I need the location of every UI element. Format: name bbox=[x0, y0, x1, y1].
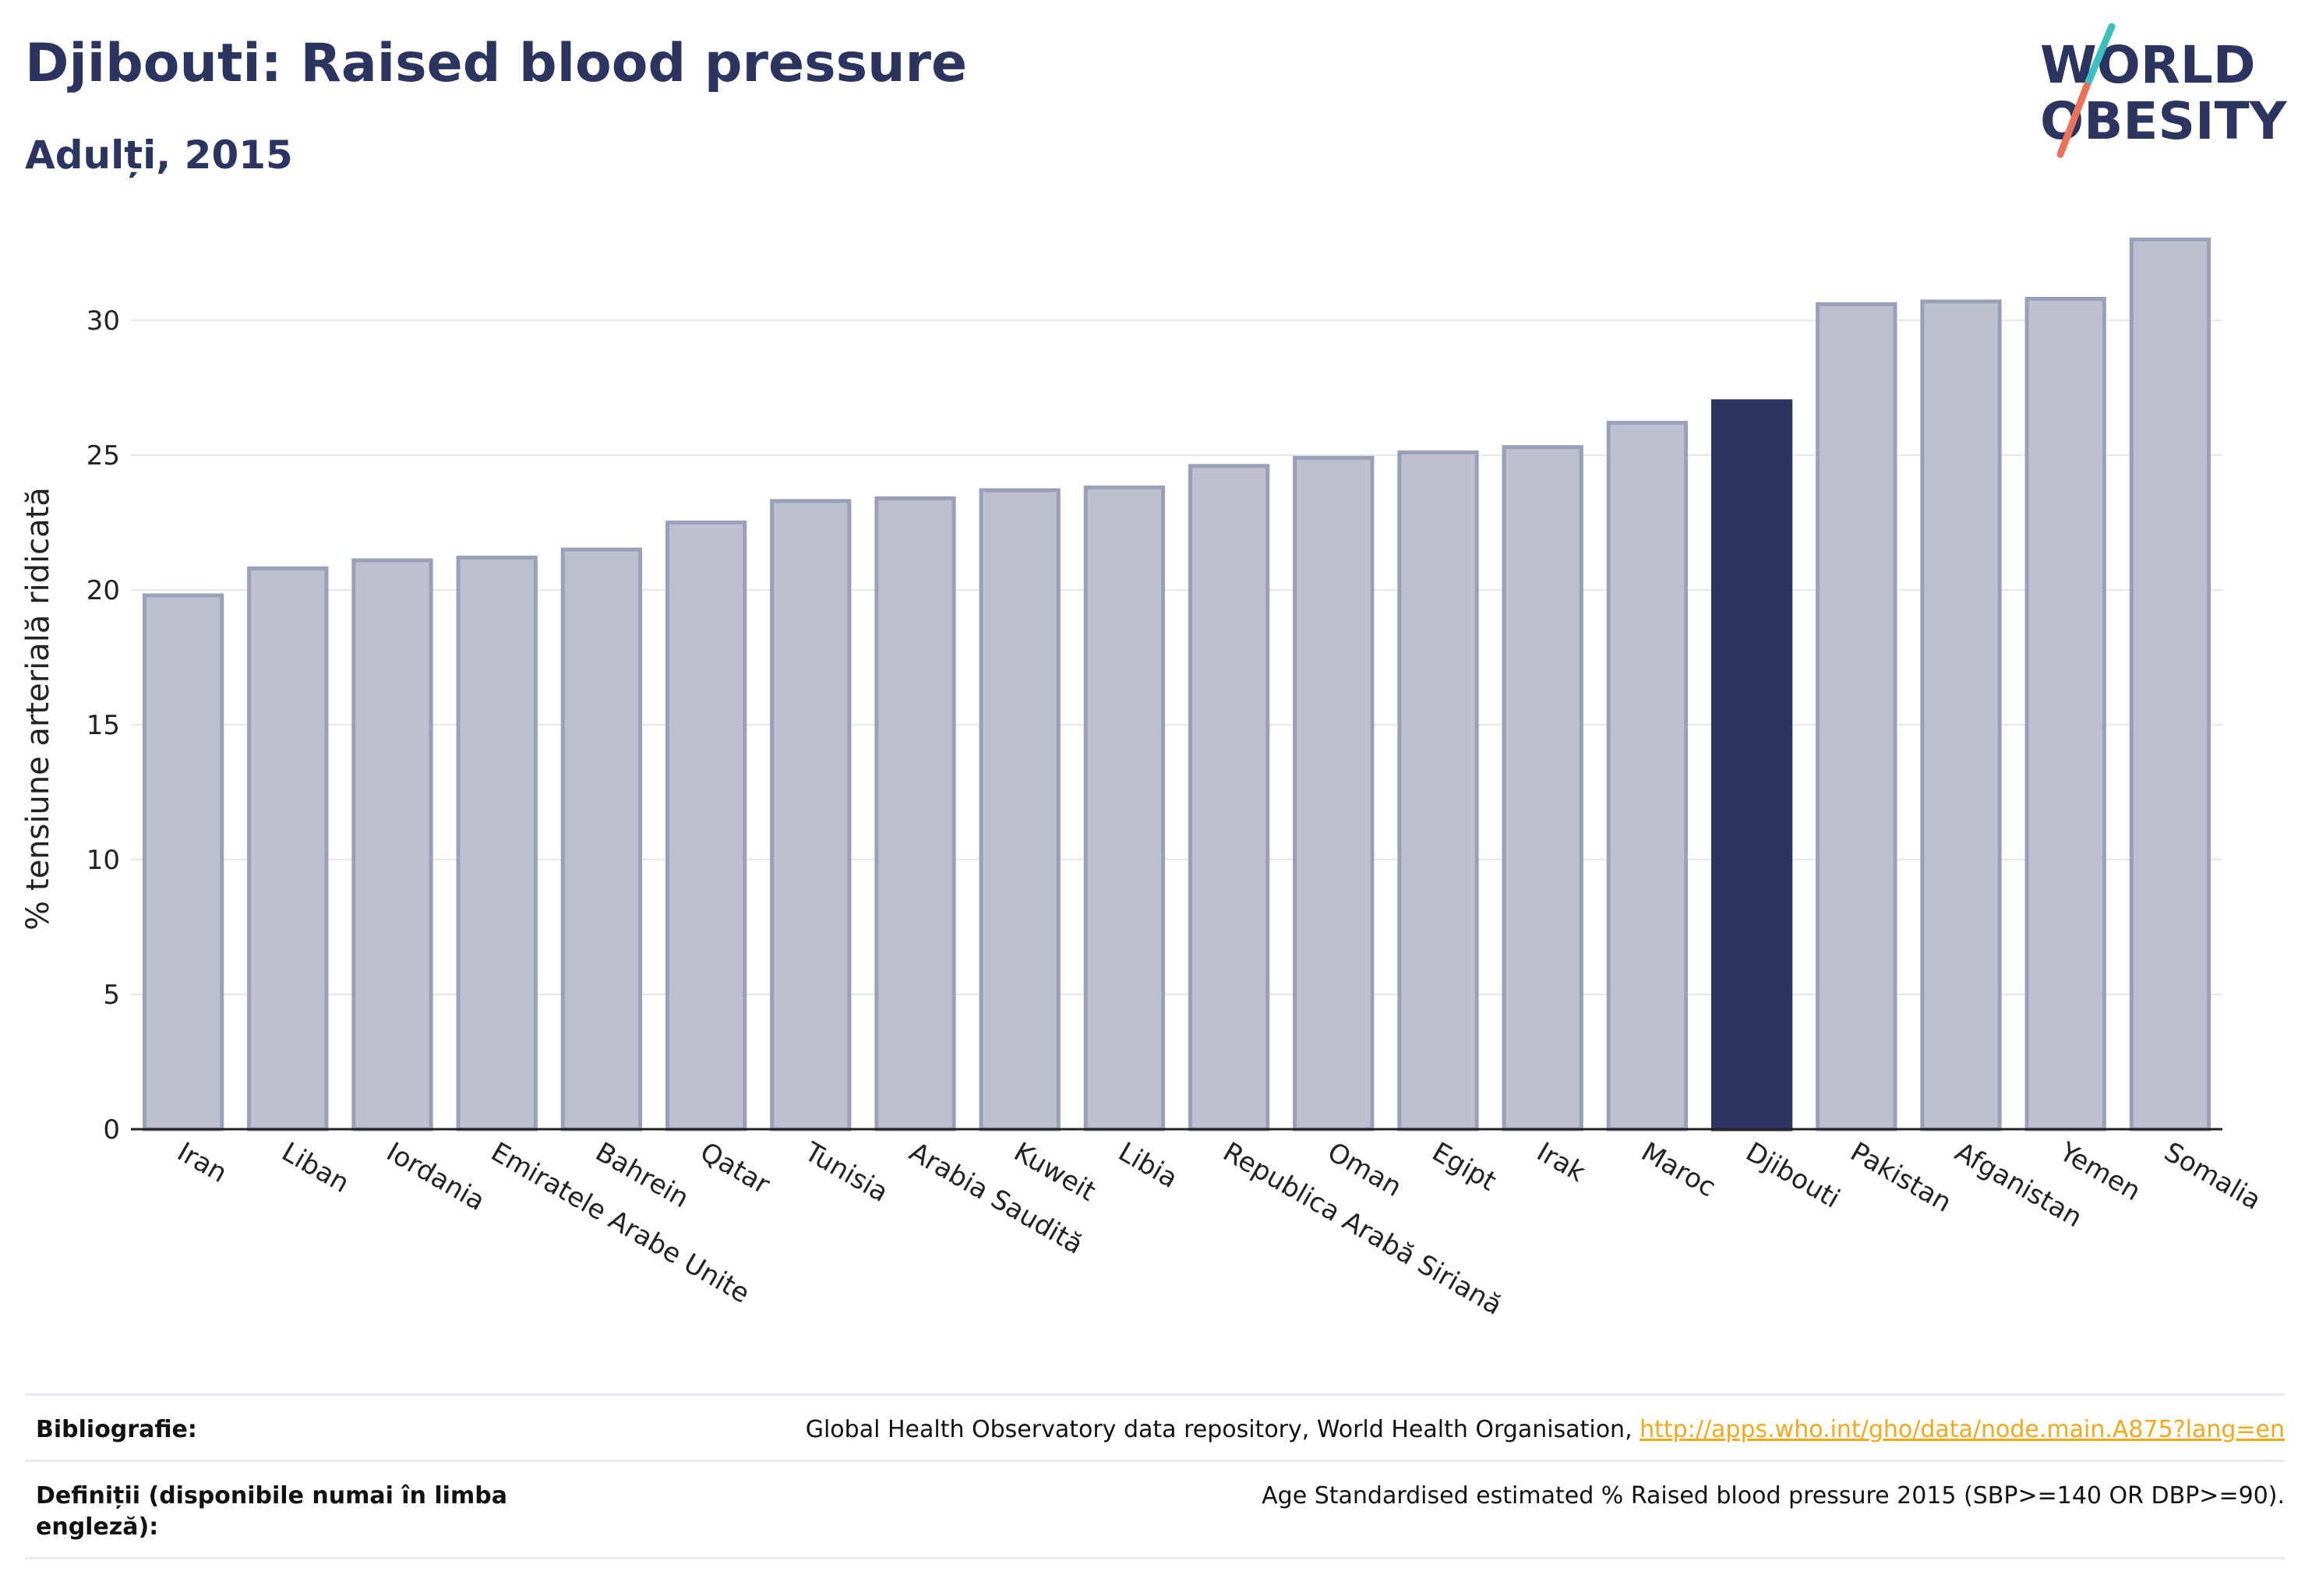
bar-somalia[interactable] bbox=[2129, 237, 2211, 1132]
y-tick-label: 20 bbox=[86, 575, 120, 606]
bibliography-row: Bibliografie: Global Health Observatory … bbox=[25, 1393, 2285, 1460]
bar-kuweit[interactable] bbox=[979, 488, 1061, 1132]
bars bbox=[142, 237, 2211, 1132]
bar-liban[interactable] bbox=[247, 566, 329, 1132]
bibliography-value: Global Health Observatory data repositor… bbox=[806, 1414, 2285, 1446]
bar-qatar[interactable] bbox=[665, 521, 747, 1132]
bar-arabia-saudită[interactable] bbox=[874, 496, 956, 1132]
x-tick-label: Iordania bbox=[381, 1136, 490, 1217]
x-tick-label: Somalia bbox=[2159, 1136, 2266, 1216]
x-tick-label: Libia bbox=[1113, 1136, 1183, 1195]
y-axis-ticks: 0 5 10 15 20 25 30 bbox=[86, 305, 120, 1146]
bar-iran[interactable] bbox=[142, 593, 224, 1132]
world-obesity-logo: WORLD OBESITY bbox=[2040, 23, 2288, 158]
x-tick-label: Liban bbox=[277, 1136, 355, 1199]
x-tick-label: Djibouti bbox=[1741, 1136, 1845, 1215]
footer-table: Bibliografie: Global Health Observatory … bbox=[25, 1393, 2285, 1559]
bar-libia[interactable] bbox=[1083, 486, 1166, 1132]
x-tick-label: Oman bbox=[1322, 1136, 1407, 1203]
bar-egipt[interactable] bbox=[1397, 450, 1479, 1132]
definitions-row: Definiții (disponibile numai în limba en… bbox=[25, 1460, 2285, 1559]
logo-slash-top bbox=[2083, 23, 2116, 90]
definitions-label: Definiții (disponibile numai în limba en… bbox=[36, 1482, 507, 1541]
y-tick-label: 5 bbox=[103, 980, 120, 1011]
x-tick-label: Egipt bbox=[1427, 1136, 1502, 1197]
x-tick-label: Iran bbox=[172, 1136, 232, 1189]
y-axis-title: % tensiune arterială ridicată bbox=[20, 487, 56, 930]
x-tick-label: Qatar bbox=[695, 1136, 775, 1201]
bar-djibouti[interactable] bbox=[1710, 399, 1793, 1132]
y-tick-label: 10 bbox=[86, 845, 120, 876]
bar-pakistan[interactable] bbox=[1816, 302, 1897, 1132]
chart-subtitle: Adulți, 2015 bbox=[25, 132, 293, 178]
bar-emiratele-arabe-unite[interactable] bbox=[456, 556, 538, 1132]
bar-irak[interactable] bbox=[1502, 445, 1583, 1132]
bibliography-text: Global Health Observatory data repositor… bbox=[805, 1416, 1640, 1443]
y-tick-label: 30 bbox=[86, 305, 120, 337]
bar-afganistan[interactable] bbox=[1920, 299, 2002, 1132]
definitions-value: Age Standardised estimated % Raised bloo… bbox=[1262, 1482, 2285, 1509]
y-tick-label: 15 bbox=[86, 710, 120, 741]
grid-lines bbox=[131, 320, 2222, 996]
x-tick-label: Pakistan bbox=[1845, 1136, 1957, 1219]
x-tick-label: Irak bbox=[1531, 1136, 1590, 1188]
bar-yemen[interactable] bbox=[2024, 296, 2106, 1132]
bar-republica-arabă-siriană[interactable] bbox=[1188, 464, 1270, 1132]
logo-slash-bottom bbox=[2056, 82, 2091, 158]
bar-iordania[interactable] bbox=[351, 558, 433, 1132]
bar-tunisia[interactable] bbox=[770, 499, 852, 1132]
x-tick-label: Maroc bbox=[1636, 1136, 1721, 1203]
logo-word-world: WORLD bbox=[2040, 35, 2256, 95]
bibliography-link[interactable]: http://apps.who.int/gho/data/node.main.A… bbox=[1640, 1416, 2285, 1443]
bar-oman[interactable] bbox=[1293, 456, 1375, 1132]
y-tick-label: 25 bbox=[86, 440, 120, 471]
bar-bahrein[interactable] bbox=[560, 547, 643, 1132]
chart-title: Djibouti: Raised blood pressure bbox=[25, 33, 968, 94]
bar-maroc[interactable] bbox=[1606, 421, 1689, 1132]
y-tick-label: 0 bbox=[103, 1114, 120, 1146]
bibliography-label: Bibliografie: bbox=[36, 1416, 197, 1443]
x-tick-label: Arabia Saudită bbox=[904, 1136, 1088, 1261]
x-tick-label: Tunisia bbox=[799, 1136, 893, 1209]
